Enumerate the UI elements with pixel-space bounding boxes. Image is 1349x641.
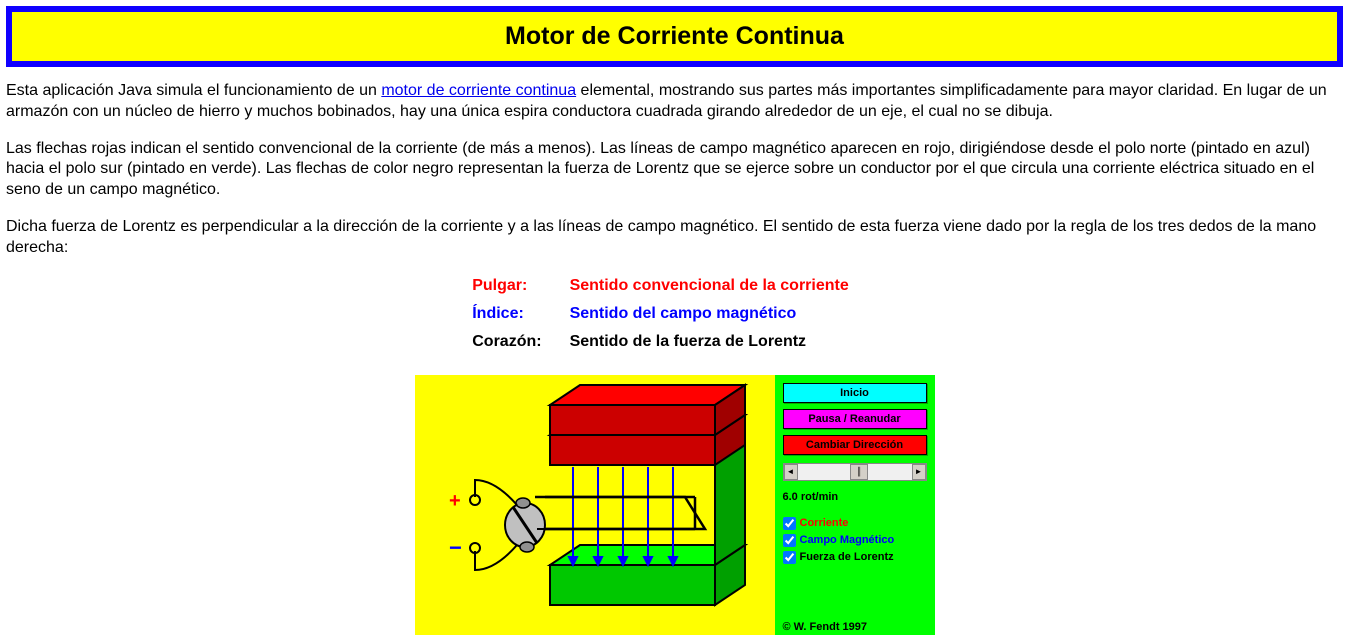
- force-checkbox[interactable]: [783, 551, 796, 564]
- scrollbar-right-arrow[interactable]: ►: [912, 464, 926, 480]
- motor-diagram: + −: [415, 375, 775, 635]
- field-checkbox-label: Campo Magnético: [800, 534, 895, 546]
- legend-label-corazon: Corazón:: [472, 331, 569, 359]
- dc-motor-link[interactable]: motor de corriente continua: [381, 82, 576, 99]
- svg-text:+: +: [449, 490, 461, 512]
- field-checkbox[interactable]: [783, 534, 796, 547]
- legend-desc-pulgar: Sentido convencional de la corriente: [570, 275, 877, 303]
- paragraph-3: Dicha fuerza de Lorentz es perpendicular…: [6, 217, 1343, 259]
- credit-text: © W. Fendt 1997: [783, 621, 868, 633]
- legend-table: Pulgar: Sentido convencional de la corri…: [472, 275, 877, 359]
- reverse-button[interactable]: Cambiar Dirección: [783, 435, 927, 455]
- current-checkbox-label: Corriente: [800, 517, 849, 529]
- magnet-north-pole: [550, 385, 745, 465]
- p1-before: Esta aplicación Java simula el funcionam…: [6, 82, 381, 99]
- legend-label-pulgar: Pulgar:: [472, 275, 569, 303]
- speed-scrollbar[interactable]: ◄ ║ ►: [783, 463, 927, 481]
- force-checkbox-label: Fuerza de Lorentz: [800, 551, 894, 563]
- scrollbar-left-arrow[interactable]: ◄: [784, 464, 798, 480]
- paragraph-2: Las flechas rojas indican el sentido con…: [6, 139, 1343, 201]
- commutator: [505, 498, 545, 552]
- start-button[interactable]: Inicio: [783, 383, 927, 403]
- control-panel: Inicio Pausa / Reanudar Cambiar Direcció…: [775, 375, 935, 635]
- title-banner: Motor de Corriente Continua: [6, 6, 1343, 67]
- legend-desc-indice: Sentido del campo magnético: [570, 303, 877, 331]
- pause-resume-button[interactable]: Pausa / Reanudar: [783, 409, 927, 429]
- page-title: Motor de Corriente Continua: [22, 22, 1327, 51]
- paragraph-1: Esta aplicación Java simula el funcionam…: [6, 81, 1343, 123]
- svg-text:−: −: [449, 535, 462, 560]
- current-checkbox[interactable]: [783, 517, 796, 530]
- legend-label-indice: Índice:: [472, 303, 569, 331]
- simulation-canvas: + −: [415, 375, 775, 635]
- speed-readout: 6.0 rot/min: [783, 491, 927, 503]
- scrollbar-thumb[interactable]: ║: [850, 464, 868, 480]
- applet-container: + − Inicio Pausa / Reanudar Cambiar Dire…: [415, 375, 935, 635]
- scrollbar-track[interactable]: ║: [798, 464, 912, 480]
- legend-desc-corazon: Sentido de la fuerza de Lorentz: [570, 331, 877, 359]
